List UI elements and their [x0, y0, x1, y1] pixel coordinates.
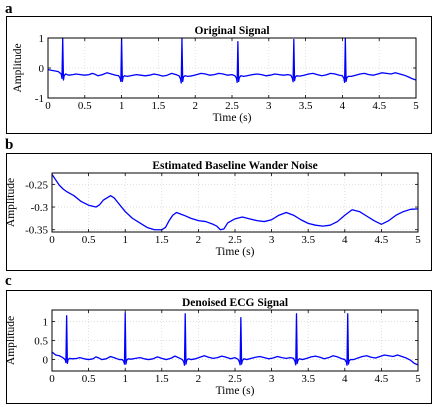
- panel-box-c: [6, 290, 432, 404]
- panel-box-a: [6, 16, 432, 134]
- panel-letter-c: c: [5, 273, 12, 289]
- panel-letter-a: a: [5, 1, 13, 17]
- panel-box-b: [6, 153, 432, 271]
- panel-letter-b: b: [5, 137, 14, 153]
